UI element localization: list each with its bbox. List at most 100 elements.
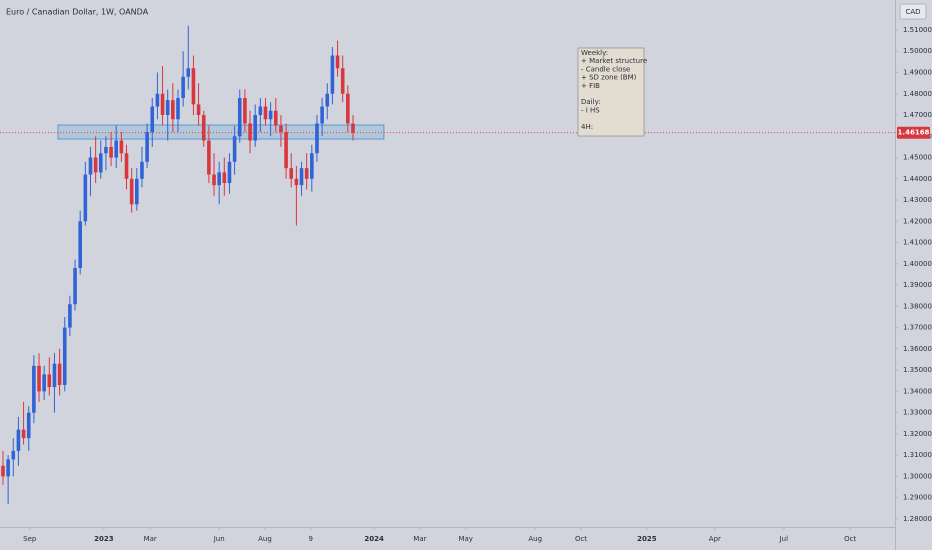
candle-body [330,55,335,94]
candle-body [32,365,36,413]
y-tick-label: 1.28000 [903,515,932,523]
candle-body [140,161,144,179]
candle-body [325,93,330,107]
x-tick-label: Jul [779,535,789,543]
candle-body [340,68,345,94]
candle-body [37,365,41,392]
candle-body [16,429,21,451]
y-tick-label: 1.35000 [903,366,932,374]
x-tick-label: May [458,535,472,543]
candle-body [78,221,82,269]
x-tick-label: Oct [844,535,856,543]
currency-button[interactable] [899,3,927,20]
y-tick-label: 1.48000 [903,90,932,98]
candle-body [160,93,165,116]
y-tick-label: 1.49000 [903,68,932,76]
candle-body [243,98,247,124]
candle-body [150,106,155,133]
y-tick-label: 1.29000 [903,494,932,502]
candle-body [119,140,124,154]
candle-body [351,123,355,133]
candle-body [145,132,149,162]
x-tick-label: Mar [413,535,426,543]
x-tick-label: Aug [258,535,272,543]
x-tick-label: 9 [309,535,313,543]
chart-title: Euro / Canadian Dollar, 1W, OANDA [6,8,149,17]
x-tick-label: Jun [213,535,225,543]
candle-body [124,153,129,179]
candle-body [196,104,201,116]
x-tick-label: Aug [528,535,542,543]
candle-body [42,374,46,392]
x-tick-label: Oct [575,535,587,543]
note-item: + FIB [581,82,600,90]
candle-body [26,412,31,439]
note-item: - I HS [581,106,600,114]
x-tick-label: 2023 [94,535,114,543]
y-tick-label: 1.38000 [903,302,932,310]
candle-body [299,168,304,186]
candle-body [320,106,324,124]
candle-body [135,178,139,205]
candle-body [98,153,103,173]
note-item: - Candle close [581,65,630,73]
candle-body [21,429,26,439]
candle-body [93,157,98,173]
candle-body [248,123,252,141]
last-price-box [897,126,930,139]
candle-body [289,168,294,179]
candle-body [186,68,191,77]
candle-body [73,268,77,305]
candle-body [129,178,134,205]
candle-body [155,93,160,107]
candle-body [222,172,227,184]
x-tick-label: 2024 [364,535,384,543]
candle-body [258,106,263,116]
candle-body [263,106,268,120]
candle-body [335,55,340,69]
candle-body [181,76,185,99]
note-heading: Weekly: [581,49,608,57]
candle-body [52,363,57,388]
y-tick-label: 1.44000 [903,175,932,183]
note-item: + SD zone (BM) [581,74,637,82]
last-price-label: 1.46168 [898,129,930,137]
candle-body [176,98,180,120]
candle-body [253,115,257,141]
y-tick-label: 1.43000 [903,196,932,204]
y-tick-label: 1.37000 [903,324,932,332]
candle-body [171,100,175,120]
y-tick-label: 1.33000 [903,409,932,417]
y-tick-label: 1.36000 [903,345,932,353]
y-tick-label: 1.41000 [903,239,932,247]
y-tick-label: 1.31000 [903,451,932,459]
note-box [577,47,645,137]
candle-body [201,115,206,141]
y-tick-label: 1.32000 [903,430,932,438]
candle-body [114,140,119,158]
y-tick-label: 1.30000 [903,472,932,480]
y-tick-label: 1.42000 [903,217,932,225]
candle-body [191,68,196,105]
candle-body [68,304,72,328]
candle-body [62,327,67,385]
candle-body [6,459,10,477]
currency-label[interactable]: CAD [905,8,920,16]
candle-body [232,136,237,162]
candle-body [315,123,319,154]
y-tick-label: 1.40000 [903,260,932,268]
candle-body [279,125,283,133]
candle-body [83,174,88,222]
candle-body [237,98,242,137]
x-tick-label: Mar [144,535,157,543]
candle-body [88,157,93,175]
y-tick-label: 1.39000 [903,281,932,289]
candle-body [294,178,299,186]
x-tick-label: Apr [709,535,721,543]
candle-body [273,110,278,126]
candle-body [227,161,232,184]
candle-body [11,450,16,460]
y-tick-label: 1.50000 [903,47,932,55]
candle-body [212,174,216,186]
